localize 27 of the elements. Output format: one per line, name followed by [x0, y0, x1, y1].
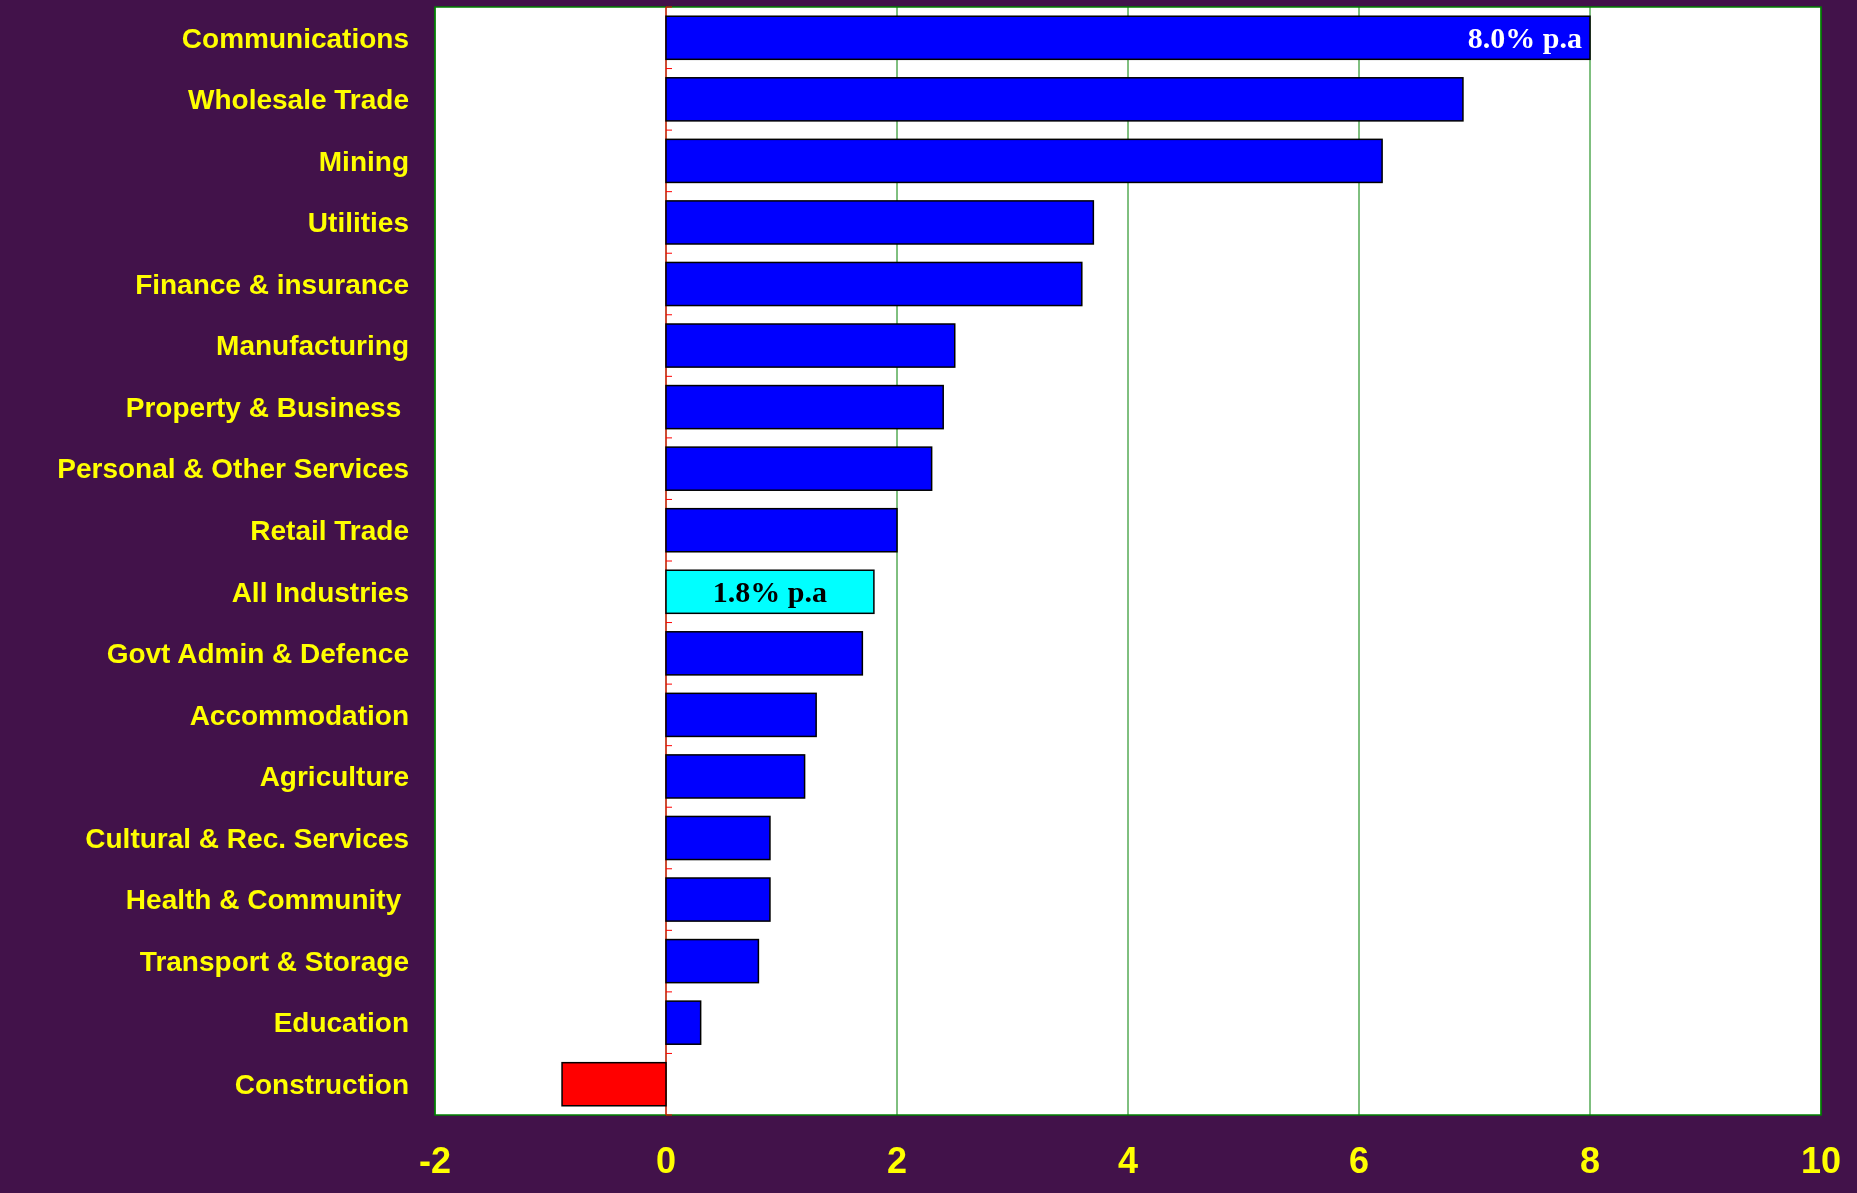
- x-tick-label: 8: [1579, 1140, 1601, 1181]
- y-tick-label: Agriculture: [259, 761, 409, 793]
- x-tick-label: 10: [1800, 1140, 1842, 1181]
- x-tick-label: 2: [886, 1140, 908, 1181]
- y-tick-label: Cultural & Rec. Services: [85, 822, 409, 854]
- y-tick-label: Transport & Storage: [139, 945, 409, 977]
- y-tick-label: Personal & Other Services: [57, 453, 409, 485]
- y-tick-label: Health & Community: [125, 884, 409, 916]
- y-tick-label: Construction: [234, 1069, 409, 1101]
- y-tick-label: Communications: [181, 22, 409, 54]
- y-tick-label: Govt Admin & Defence: [106, 638, 409, 670]
- y-tick-label: Wholesale Trade: [188, 84, 409, 116]
- y-tick-label: Education: [273, 1007, 409, 1039]
- x-tick-label: -2: [418, 1140, 452, 1181]
- y-tick-label: All Industries: [231, 576, 409, 608]
- y-tick-label: Finance & insurance: [135, 268, 409, 300]
- y-tick-label: Retail Trade: [250, 515, 409, 547]
- y-tick-label: Manufacturing: [216, 330, 409, 362]
- x-tick-label: 6: [1348, 1140, 1370, 1181]
- data-label: 1.8% p.a: [712, 575, 828, 609]
- y-tick-label: Property & Business: [125, 391, 409, 423]
- x-tick-label: 4: [1117, 1140, 1139, 1181]
- y-tick-label: Utilities: [307, 207, 409, 239]
- y-tick-label: Accommodation: [189, 699, 409, 731]
- x-tick-label: 0: [655, 1140, 677, 1181]
- y-tick-label: Mining: [318, 145, 409, 177]
- data-label: 8.0% p.a: [1467, 21, 1582, 55]
